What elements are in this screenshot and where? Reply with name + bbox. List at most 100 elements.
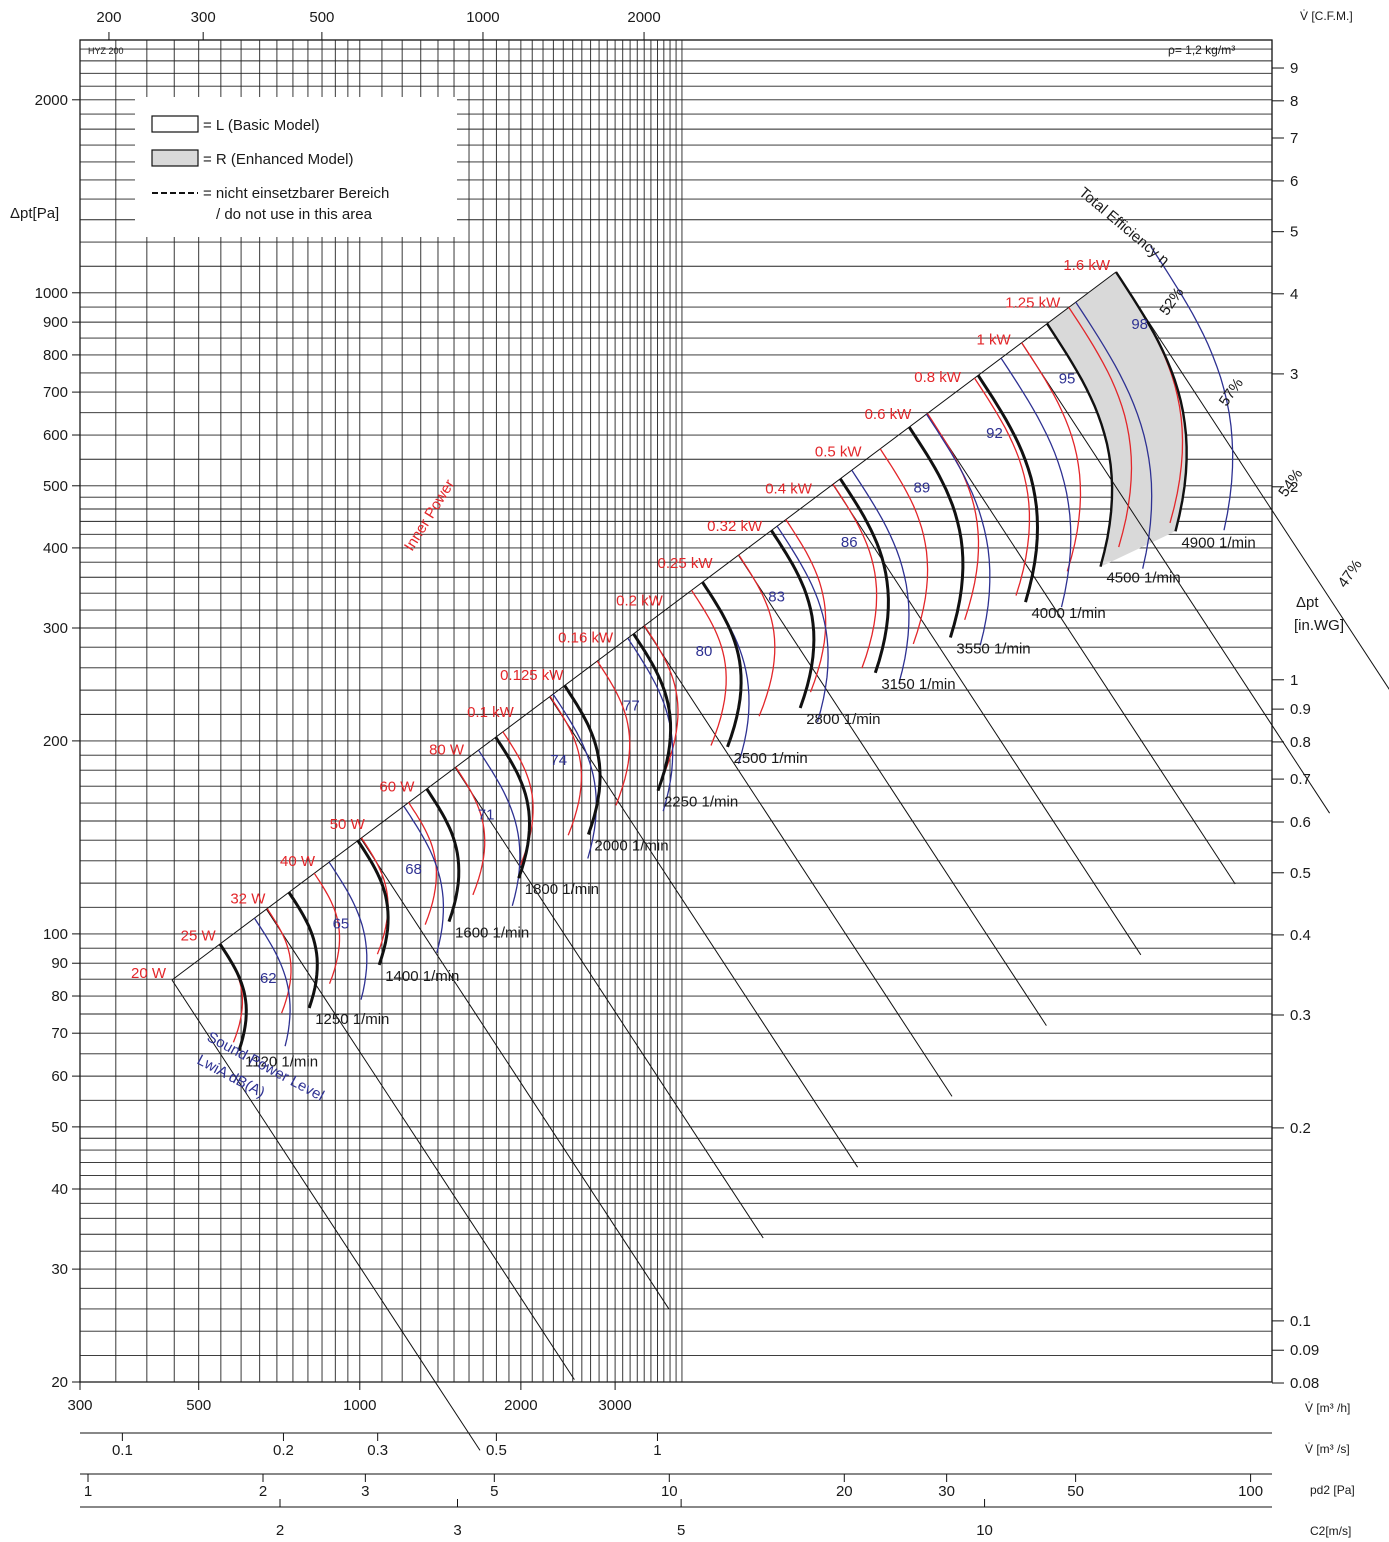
right-tick-label: 0.3 [1290,1007,1311,1024]
sound-curve [1149,245,1234,531]
sound-curve [253,917,291,1047]
power-label: 60 W [379,779,415,796]
x-tick-label: 1000 [343,1397,376,1414]
power-label: 0.1 kW [467,704,515,721]
pd2-axis-label: pd2 [Pa] [1310,1483,1355,1497]
top-tick-label: 500 [309,9,334,26]
x-tick-label: 3000 [598,1397,631,1414]
sound-curve [328,861,368,1000]
power-label: 20 W [131,965,167,982]
efficiency-ray [454,767,764,1239]
sound-label: 80 [696,643,713,660]
power-label: 32 W [230,890,266,907]
inner-power-title: Inner Power [401,477,458,555]
sound-label: 65 [333,915,350,932]
efficiency-ray [737,554,1047,1026]
sound-curve [1000,357,1072,608]
power-label: 0.16 kW [558,630,614,647]
y-tick-label: 40 [51,1181,68,1198]
labels: 2030405060708090100200300400500600700800… [35,9,1366,1539]
c2-axis-label: C2[m/s] [1310,1524,1351,1538]
power-label: 1.25 kW [1005,294,1061,311]
right-axis-label: Δpt [1296,594,1319,611]
y-tick-label: 700 [43,384,68,401]
speed-label: 4500 1/min [1106,570,1180,587]
pd2-tick-label: 10 [661,1483,678,1500]
pd2-tick-label: 100 [1238,1483,1263,1500]
y-tick-label: 1000 [35,285,68,302]
y-tick-label: 30 [51,1261,68,1278]
y-tick-label: 600 [43,427,68,444]
power-label: 80 W [429,741,465,758]
m3s-tick-label: 0.5 [486,1442,507,1459]
sound-label: 71 [478,806,495,823]
top-tick-label: 2000 [627,9,660,26]
right-tick-label: 3 [1290,366,1298,383]
pd2-tick-label: 30 [938,1483,955,1500]
right-tick-label: 7 [1290,130,1298,147]
m3s-tick-label: 0.3 [367,1442,388,1459]
speed-curve [356,839,390,966]
power-label: 0.4 kW [765,481,813,498]
y-tick-label: 500 [43,478,68,495]
efficiency-ray [643,625,953,1097]
speed-curve [839,477,890,674]
power-curve [266,908,292,1014]
speed-curve [907,426,965,638]
y-tick-label: 20 [51,1374,68,1391]
y-tick-label: 400 [43,540,68,557]
legend-dashed-label-1: = nicht einsetzbarer Bereich [203,185,389,202]
model-label: HYZ 200 [88,46,124,56]
y-tick-label: 800 [43,347,68,364]
power-curve [879,448,929,645]
sound-power-curves [253,245,1234,1047]
power-curve [219,943,244,1043]
efficiency-label: 52% [1156,284,1187,318]
legend-basic-swatch [151,115,199,133]
sound-curve [403,805,445,953]
grid [72,32,1284,1508]
speed-curve [563,684,602,835]
sound-label: 86 [841,534,858,551]
pd2-tick-label: 3 [361,1483,369,1500]
sound-label: 83 [768,589,785,606]
y-tick-label: 70 [51,1025,68,1042]
speed-label: 1250 1/min [315,1011,389,1028]
power-label: 0.32 kW [707,518,763,535]
efficiency-label: 54% [1275,466,1306,500]
sound-label: 95 [1059,371,1076,388]
speed-label: 1600 1/min [455,925,529,942]
legend-enhanced-label: = R (Enhanced Model) [203,151,354,168]
power-label: 0.25 kW [657,555,713,572]
x-tick-label: 2000 [504,1397,537,1414]
power-curve [738,554,776,717]
density-note: ρ= 1,2 kg/m³ [1168,43,1235,57]
power-curve [926,413,980,620]
power-curve [832,483,878,669]
power-curve [691,589,727,746]
power-label: 0.125 kW [500,667,564,684]
y-tick-label: 900 [43,314,68,331]
power-label: 0.2 kW [616,592,664,609]
efficiency-ray [549,696,859,1168]
right-tick-label: 2 [1290,479,1298,496]
power-curve [313,872,341,984]
power-curve [973,377,1031,596]
right-tick-label: 0.8 [1290,734,1311,751]
m3s-axis-label: V̇ [m³ /s] [1305,1442,1350,1456]
efficiency-ray [171,979,481,1451]
speed-curve [218,943,248,1052]
sound-label: 98 [1131,316,1148,333]
legend-basic-label: = L (Basic Model) [203,117,320,134]
speed-curve [701,581,743,748]
speed-label: 2000 1/min [594,837,668,854]
speed-label: 2800 1/min [806,711,880,728]
power-curve [785,519,827,693]
speed-label: 2500 1/min [733,750,807,767]
pd2-tick-label: 50 [1067,1483,1084,1500]
pd2-tick-label: 2 [259,1483,267,1500]
y-tick-label: 300 [43,620,68,637]
m3s-tick-label: 1 [653,1442,661,1459]
x-tick-label: 500 [186,1397,211,1414]
